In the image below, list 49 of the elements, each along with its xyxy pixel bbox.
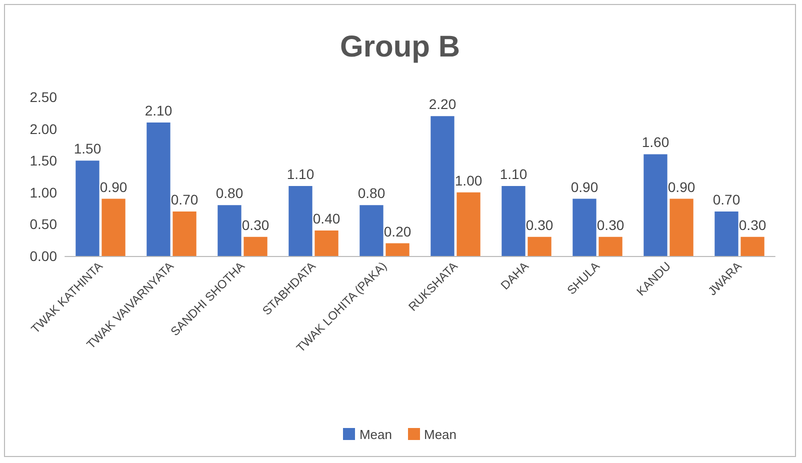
bar (218, 205, 242, 256)
data-label: 0.40 (312, 210, 340, 227)
y-tick-label: 2.50 (30, 89, 58, 105)
data-label: 0.90 (570, 178, 598, 195)
bar (644, 154, 668, 256)
bar (572, 198, 596, 256)
data-label: 0.30 (242, 216, 270, 233)
y-tick-label: 0.00 (30, 248, 58, 264)
bar (314, 230, 338, 256)
data-label: 0.70 (712, 191, 740, 208)
data-label: 1.60 (642, 134, 670, 150)
data-label: 0.80 (216, 185, 244, 202)
y-tick-label: 1.50 (30, 152, 58, 169)
data-label: 1.10 (286, 166, 314, 182)
legend-label: Mean (424, 427, 457, 442)
chart-title: Group B (340, 30, 460, 64)
bar (430, 116, 454, 256)
data-label: 0.30 (738, 216, 766, 233)
data-label: 1.00 (454, 172, 482, 188)
data-label: 2.10 (144, 102, 172, 118)
bar (172, 211, 196, 256)
bar (528, 236, 552, 256)
data-label: 0.30 (526, 216, 554, 233)
bar (598, 236, 622, 256)
bar (502, 186, 526, 256)
data-label: 1.10 (500, 166, 528, 182)
y-tick-label: 1.00 (30, 184, 58, 200)
data-label: 0.70 (170, 191, 198, 208)
bar (386, 243, 410, 256)
bar (244, 236, 268, 256)
data-label: 0.20 (384, 223, 412, 240)
legend-label: Mean (359, 427, 392, 442)
bar (714, 211, 738, 256)
bar (76, 160, 100, 256)
data-label: 2.20 (428, 96, 456, 112)
data-label: 1.50 (74, 140, 102, 157)
y-tick-label: 0.50 (30, 216, 58, 232)
bar (360, 205, 384, 256)
data-label: 0.90 (100, 178, 128, 195)
data-label: 0.30 (596, 216, 624, 233)
bar (288, 186, 312, 256)
bar (740, 236, 764, 256)
bar (102, 198, 126, 256)
bar (670, 198, 694, 256)
data-label: 0.90 (668, 178, 696, 195)
y-tick-label: 2.00 (30, 120, 58, 137)
bar (456, 192, 480, 256)
data-label: 0.80 (358, 185, 386, 202)
bar (146, 122, 170, 256)
